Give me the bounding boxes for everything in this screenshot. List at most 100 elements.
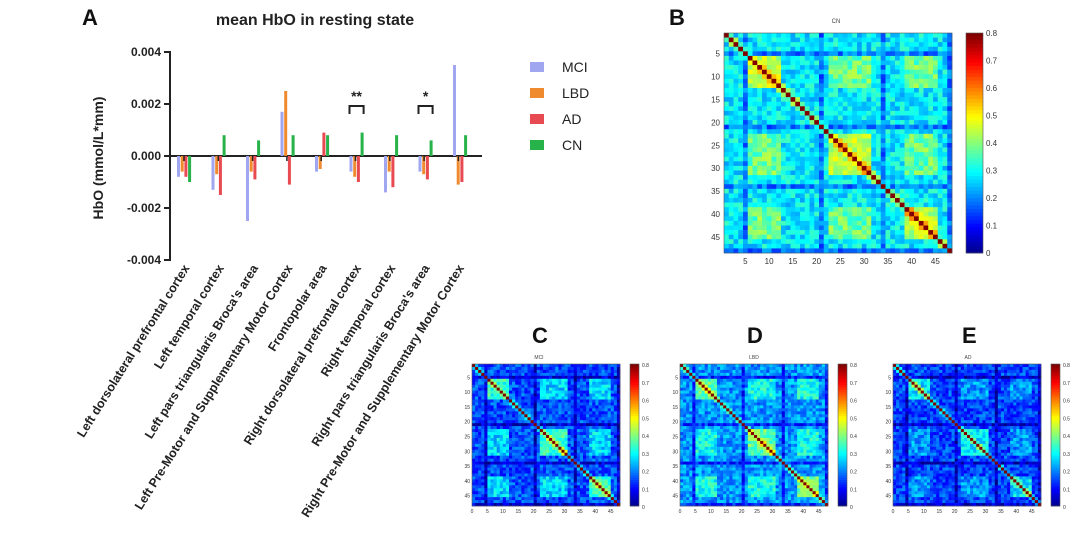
heatmap-cell (804, 211, 810, 217)
heatmap-cell (818, 366, 823, 371)
heatmap-cell (610, 470, 615, 474)
heatmap-cell (804, 143, 810, 148)
heatmap-cell (871, 207, 877, 213)
heatmap-cell (598, 485, 602, 489)
heatmap-cell (876, 184, 882, 190)
heatmap-y-tick: 30 (711, 164, 720, 173)
heatmap-lbd (679, 363, 829, 507)
colorbar-segment (630, 432, 639, 436)
heatmap-cell (598, 443, 602, 448)
heatmap-cell (847, 55, 853, 61)
heatmap-cell (857, 46, 863, 52)
heatmap-cell (549, 387, 553, 391)
heatmap-cell (484, 461, 488, 465)
heatmap-cell (518, 491, 522, 495)
heatmap-cell (598, 396, 602, 400)
heatmap-cell (937, 234, 943, 240)
heatmap-cell (533, 423, 538, 427)
heatmap-cell (909, 147, 915, 153)
colorbar-tick-label: 0.7 (986, 57, 998, 66)
heatmap-cell (890, 88, 896, 93)
heatmap-cell (800, 115, 806, 121)
heatmap-cell (728, 37, 734, 43)
heatmap-cell (576, 491, 581, 495)
heatmap-cell (866, 175, 872, 180)
heatmap-cell (527, 491, 531, 495)
heatmap-cell (561, 503, 565, 507)
heatmap-cell (909, 179, 915, 185)
heatmap-cell (762, 138, 768, 144)
significance-label: ** (351, 88, 362, 104)
heatmap-cell (857, 42, 863, 48)
heatmap-cell (552, 446, 556, 451)
heatmap-cell (598, 440, 602, 445)
heatmap-cell (502, 399, 507, 403)
heatmap-cell (616, 405, 621, 409)
heatmap-cell (552, 473, 556, 477)
heatmap-cell (546, 381, 550, 386)
heatmap-cell (505, 476, 510, 480)
heatmap-cell (478, 369, 482, 374)
heatmap-cell (890, 46, 896, 52)
heatmap-cell (487, 473, 491, 477)
heatmap-cell (552, 381, 556, 386)
heatmap-cell (527, 467, 531, 471)
heatmap-cell (814, 179, 820, 185)
heatmap-cell (499, 408, 504, 412)
heatmap-cell (880, 88, 886, 93)
heatmap-cell (610, 446, 615, 451)
heatmap-cell (847, 42, 853, 48)
heatmap-cell (604, 470, 608, 474)
heatmap-cell (733, 115, 739, 121)
heatmap-cell (549, 423, 553, 427)
colorbar-segment (630, 465, 639, 469)
heatmap-cell (481, 497, 485, 501)
heatmap-cell (539, 372, 544, 377)
heatmap-cell (592, 364, 596, 368)
heatmap-cell (728, 156, 734, 162)
heatmap-cell (472, 366, 476, 371)
heatmap-cell (732, 366, 736, 371)
heatmap-cell (521, 467, 525, 471)
colorbar-segment (966, 146, 983, 151)
heatmap-cell (539, 378, 544, 383)
heatmap-cell (833, 207, 839, 213)
heatmap-cell (747, 248, 753, 254)
heatmap-cell (776, 211, 782, 217)
heatmap-cell (549, 378, 553, 383)
heatmap-cell (781, 133, 787, 139)
heatmap-cell (570, 390, 575, 394)
heatmap-cell (947, 193, 953, 199)
colorbar-segment (630, 401, 639, 405)
heatmap-cell (604, 372, 608, 377)
heatmap-cell (484, 440, 488, 445)
y-tick-label: 0.004 (131, 45, 161, 59)
heatmap-cell (604, 432, 608, 436)
heatmap-cell (942, 248, 948, 254)
heatmap-cell (743, 115, 749, 121)
heatmap-cell (785, 143, 791, 148)
heatmap-cell (909, 216, 915, 222)
heatmap-cell (838, 207, 844, 213)
heatmap-cell (487, 494, 491, 498)
heatmap-cell (866, 225, 872, 231)
heatmap-cell (542, 417, 547, 421)
heatmap-cell (880, 243, 886, 249)
heatmap-cell (895, 138, 901, 144)
heatmap-cell (838, 248, 844, 254)
heatmap-cell (515, 429, 519, 433)
heatmap-cell (885, 211, 891, 217)
heatmap-y-tick: 10 (464, 390, 470, 396)
heatmap-cell (814, 83, 820, 89)
heatmap-cell (604, 443, 608, 448)
heatmap-cell (499, 440, 504, 445)
heatmap-cell (866, 198, 872, 203)
heatmap-cell (579, 446, 584, 451)
heatmap-cell (743, 37, 749, 43)
heatmap-cell (484, 467, 488, 471)
heatmap-cell (928, 51, 934, 57)
heatmap-frame (471, 363, 621, 507)
heatmap-cell (604, 399, 608, 403)
heatmap-cell (794, 364, 798, 368)
heatmap-cell (555, 473, 559, 477)
